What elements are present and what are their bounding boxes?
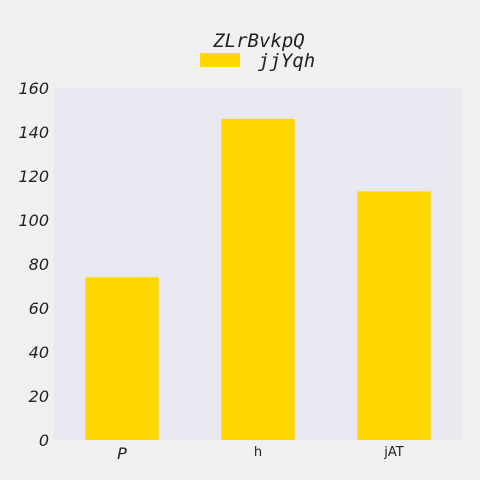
legend-swatch <box>200 53 240 67</box>
y-tick-label: 100 <box>18 211 49 230</box>
bar <box>221 118 295 441</box>
y-tick-label: 140 <box>18 123 49 142</box>
y-tick-label: 80 <box>29 255 49 274</box>
bar <box>357 191 431 440</box>
y-axis: 0 20 40 60 80 100 120 140 160 <box>18 79 49 450</box>
y-tick-label: 20 <box>29 387 49 406</box>
bar <box>85 277 159 440</box>
x-tick-label: jAT <box>383 445 403 460</box>
bars <box>85 118 431 441</box>
x-tick-label: P <box>117 444 127 463</box>
y-tick-label: 40 <box>29 343 49 362</box>
x-tick-label: h <box>254 445 262 460</box>
chart-title: ZLrBvkpQ <box>212 30 305 52</box>
y-tick-label: 0 <box>39 431 49 450</box>
legend-label: jjYqh <box>258 50 315 72</box>
y-tick-label: 60 <box>29 299 49 318</box>
legend: jjYqh <box>200 50 315 72</box>
y-tick-label: 120 <box>18 167 49 186</box>
y-tick-label: 160 <box>18 79 49 98</box>
